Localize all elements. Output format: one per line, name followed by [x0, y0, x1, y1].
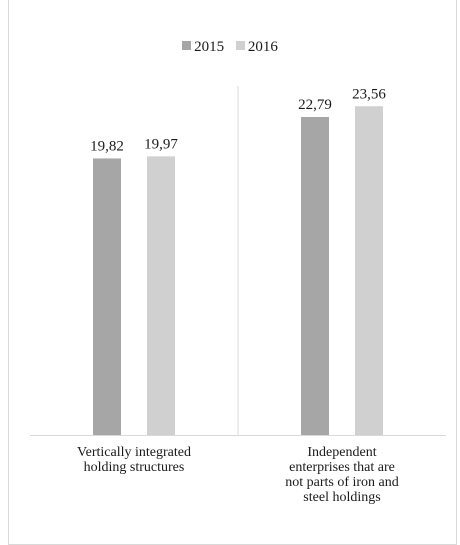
- x-tick-label-line: steel holdings: [303, 490, 381, 505]
- x-tick-label-independent-enterprises: Independent enterprises that are not parts…: [247, 445, 437, 505]
- data-label-2016-independent-enterprises: 23,56: [352, 86, 386, 102]
- x-tick-label-line: holding structures: [83, 460, 185, 475]
- data-label-2016-vertically-integrated: 19,97: [144, 136, 178, 152]
- x-tick-label-line: Independent: [307, 445, 377, 460]
- x-tick-label-line: not parts of iron and: [285, 475, 399, 490]
- data-label-2015-vertically-integrated: 19,82: [90, 138, 124, 154]
- x-tick-label-line: enterprises that are: [289, 460, 395, 475]
- x-tick-label-line: Vertically integrated: [77, 445, 191, 460]
- legend-label-2016: 2016: [247, 39, 278, 55]
- bar-2015-vertically-integrated: [93, 158, 121, 435]
- bar-2016-independent-enterprises: [355, 106, 383, 436]
- bar-2016-vertically-integrated: [147, 156, 175, 436]
- legend-label-2015: 2015: [194, 39, 225, 55]
- legend-swatch-2015: [182, 41, 192, 50]
- chart-legend: 2015 2016: [0, 38, 460, 56]
- data-label-2015-independent-enterprises: 22,79: [298, 97, 332, 113]
- legend-item-2016: 2016: [235, 38, 278, 56]
- legend-item-2015: 2015: [182, 38, 224, 56]
- bar-2015-independent-enterprises: [301, 117, 329, 435]
- x-tick-label-vertically-integrated: Vertically integrated holding structures: [39, 445, 229, 475]
- legend-swatch-2016: [235, 41, 245, 50]
